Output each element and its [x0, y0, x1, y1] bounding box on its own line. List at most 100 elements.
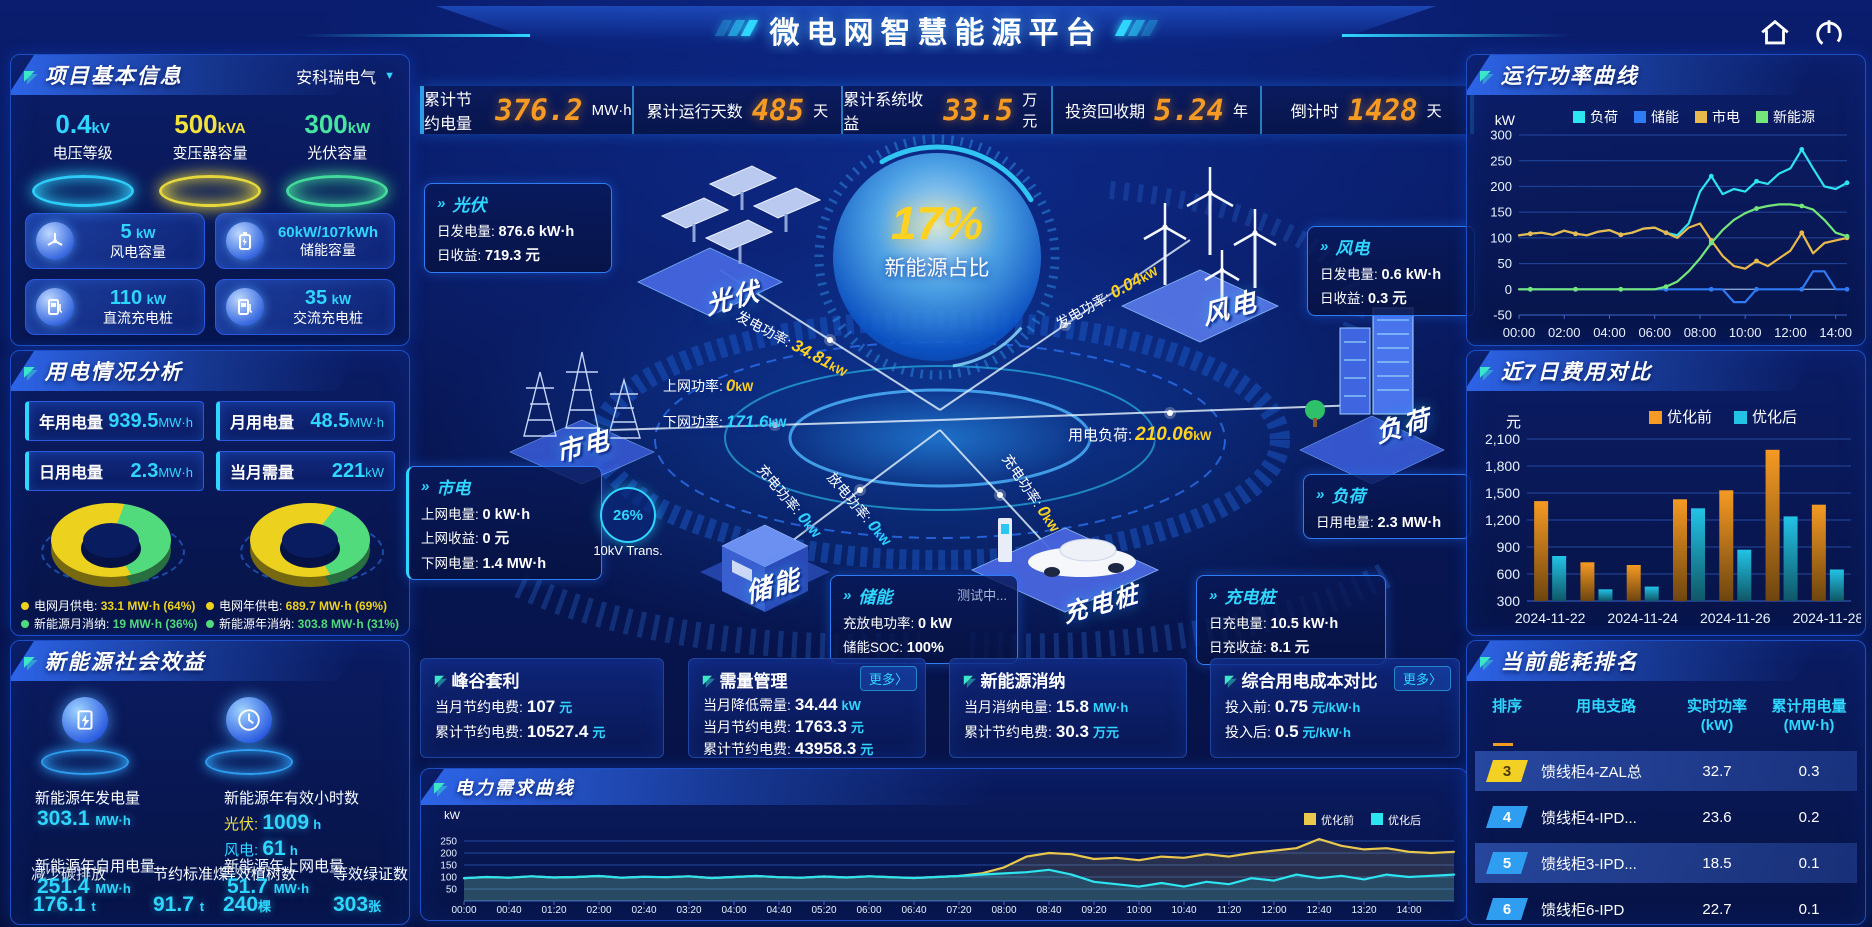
card-storage-capacity: 60kW/107kWh 储能容量: [215, 213, 395, 269]
panel-corner-icon: ◤: [434, 779, 445, 795]
svg-text:2024-11-26: 2024-11-26: [1700, 610, 1771, 626]
ac-charger-icon: [226, 288, 264, 326]
table-row[interactable]: 3 馈线柜4-ZAL总 32.7 0.3: [1475, 751, 1857, 791]
svg-text:04:00: 04:00: [1593, 325, 1626, 340]
more-button[interactable]: 更多〉: [859, 666, 917, 691]
svg-text:kW: kW: [1495, 112, 1516, 128]
panel-title: 用电情况分析: [44, 361, 183, 384]
card-cost-compare: ◤ 综合用电成本对比 更多〉 投入前: 0.75 元/kW·h 投入后: 0.5 元/kW…: [1210, 658, 1460, 758]
ranking-table-body: 3 馈线柜4-ZAL总 32.7 0.3 4 馈线柜4-IPD... 23.6 …: [1475, 751, 1857, 923]
panel-cost-header: ◤ 近7日费用对比: [1466, 351, 1822, 391]
kpi-saved-energy: 累计节约电量 376.2 MW·h: [424, 86, 634, 134]
panel-corner-icon: ◤: [1480, 363, 1491, 379]
benefit-gen-label: 新能源年发电量: [35, 790, 141, 807]
svg-text:02:40: 02:40: [631, 905, 656, 916]
pedestal-glow: [41, 749, 129, 775]
svg-text:-50: -50: [1493, 308, 1512, 323]
svg-text:300: 300: [1497, 593, 1521, 609]
panel-title: 项目基本信息: [44, 65, 183, 88]
svg-text:07:20: 07:20: [946, 905, 971, 916]
panel-corner-icon: ◤: [24, 363, 35, 379]
panel-title: 新能源社会效益: [44, 651, 206, 674]
svg-text:1,800: 1,800: [1485, 458, 1520, 474]
benefit-self-value: 251.4 MW·h: [37, 875, 131, 898]
panel-usage-header: ◤ 用电情况分析: [10, 351, 366, 391]
battery-icon: [226, 222, 264, 260]
svg-text:200: 200: [1490, 179, 1512, 194]
svg-text:200: 200: [440, 849, 457, 860]
svg-text:05:20: 05:20: [811, 905, 836, 916]
svg-text:2024-11-28: 2024-11-28: [1793, 610, 1861, 626]
benefit-cert-label: 等效绿证数: [333, 866, 409, 883]
kpi-payback: 投资回收期 5.24 年: [1053, 86, 1263, 134]
flow-load-power: 用电负荷: 210.06kW: [1068, 424, 1212, 445]
panel-title: 近7日费用对比: [1500, 361, 1653, 384]
panel-title: 电力需求曲线: [454, 778, 575, 798]
svg-text:储能: 储能: [1651, 109, 1679, 125]
company-selector[interactable]: 安科瑞电气 ▼: [296, 64, 395, 88]
header-line-left: [300, 34, 530, 37]
scroll-indicator: [1493, 743, 1513, 746]
legend-bullet: [205, 620, 214, 628]
table-row[interactable]: 6 馈线柜6-IPD 22.7 0.1: [1475, 889, 1857, 923]
kpi-bar: 累计节约电量 376.2 MW·h 累计运行天数 485 天 累计系统收益 33.5 万元 …: [420, 86, 1474, 134]
cost-compare-chart: 300 600 900 1,200 1,500 1,800 2,100 2024-11-22 2…: [1485, 409, 1861, 626]
panel-ranking-header: ◤ 当前能耗排名: [1466, 641, 1822, 681]
panel-corner-icon: ◤: [24, 67, 35, 83]
svg-text:负荷: 负荷: [1590, 109, 1618, 125]
svg-text:06:00: 06:00: [1638, 325, 1671, 340]
arrow-icon: »: [437, 195, 446, 212]
lightning-icon: [62, 697, 108, 743]
svg-text:2024-11-24: 2024-11-24: [1607, 610, 1678, 626]
bullet-icon: ◤: [1225, 673, 1234, 686]
bullet-icon: ◤: [703, 673, 712, 686]
wind-node-illustration: [1121, 167, 1279, 343]
benefit-hours-pedestal: [189, 697, 309, 775]
usage-stats: 年用电量 939.5MW·h 月用电量 48.5MW·h 日用电量 2.3MW·h 当…: [11, 401, 409, 491]
pv-info-card: » 光伏 日发电量: 876.6 kW·h 日收益: 719.3 元: [424, 183, 612, 273]
bullet-icon: ◤: [435, 673, 444, 686]
clock-icon: [226, 697, 272, 743]
benefit-cert-value: 303张: [333, 893, 382, 916]
arrow-icon: »: [421, 478, 430, 495]
svg-text:新能源: 新能源: [1773, 109, 1815, 125]
storage-status: 测试中...: [957, 588, 1007, 603]
more-button[interactable]: 更多〉: [1393, 666, 1451, 691]
svg-text:04:00: 04:00: [721, 905, 746, 916]
donut-charts: [11, 503, 409, 589]
svg-text:10:00: 10:00: [1126, 905, 1151, 916]
svg-text:00:00: 00:00: [451, 905, 476, 916]
card-peak-valley: ◤ 峰谷套利 当月节约电费: 107 元 累计节约电费: 10527.4 元: [420, 658, 664, 758]
svg-text:100: 100: [440, 873, 457, 884]
benefit-wind-hours: 风电: 61 h: [224, 837, 298, 860]
svg-text:150: 150: [440, 861, 457, 872]
benefit-tree-value: 240棵: [223, 893, 272, 916]
rank-badge: 3: [1486, 760, 1528, 782]
benefit-co2-value: 176.1 t: [33, 893, 96, 916]
power-icon[interactable]: [1812, 16, 1846, 50]
donut-legends: 电网月供电: 33.1 MW·h (64%) 新能源月消纳: 19 MW·h (…: [11, 597, 409, 633]
beam-dots: [769, 319, 1176, 501]
svg-text:02:00: 02:00: [1548, 325, 1581, 340]
svg-text:12:00: 12:00: [1774, 325, 1807, 340]
renewable-share-label: 新能源占比: [884, 257, 990, 280]
storage-info-card: » 储能 测试中... 充放电功率: 0 kW 储能SOC: 100%: [830, 575, 1018, 664]
home-icon[interactable]: [1758, 16, 1792, 50]
svg-text:优化前: 优化前: [1321, 813, 1354, 827]
svg-text:1,200: 1,200: [1485, 512, 1520, 528]
benefit-co2-label: 减少碳排放: [31, 866, 107, 883]
table-row[interactable]: 4 馈线柜4-IPD... 23.6 0.2: [1475, 797, 1857, 837]
load-info-card: » 负荷 日用电量: 2.3 MW·h: [1303, 474, 1471, 539]
kpi-countdown: 倒计时 1428 天: [1290, 93, 1442, 127]
benefit-gen-value: 303.1 MW·h: [37, 807, 131, 830]
svg-text:600: 600: [1497, 566, 1521, 582]
svg-text:0: 0: [1505, 282, 1512, 297]
svg-text:13:20: 13:20: [1351, 905, 1376, 916]
title-deco-right: [1114, 19, 1158, 41]
table-row[interactable]: 5 馈线柜3-IPD... 18.5 0.1: [1475, 843, 1857, 883]
arrow-icon: »: [843, 587, 852, 604]
spotlight-pv-capacity: 300kW 光伏容量: [277, 109, 397, 207]
header-line-right: [1342, 34, 1572, 37]
svg-text:kW: kW: [444, 811, 461, 822]
